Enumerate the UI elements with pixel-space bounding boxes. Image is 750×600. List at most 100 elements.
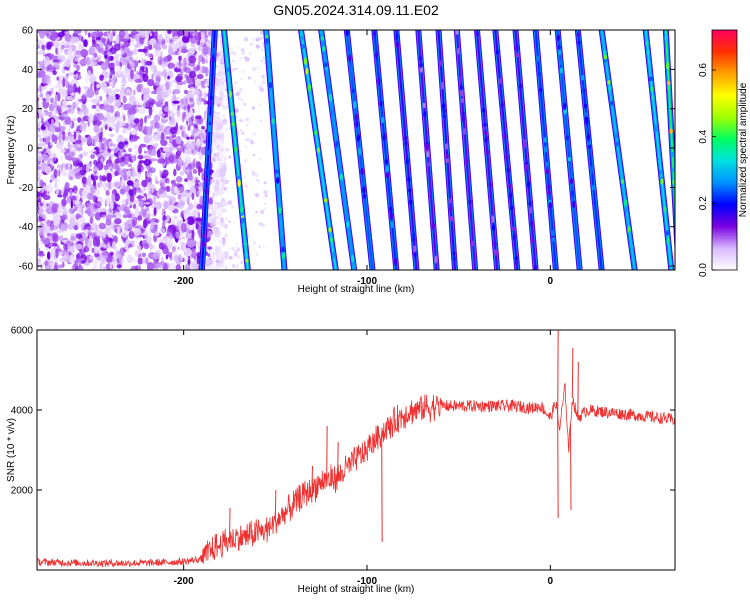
noise-speck xyxy=(96,229,102,236)
ridge-highlight xyxy=(586,133,591,140)
ridge-highlight xyxy=(211,55,215,63)
noise-speck xyxy=(38,250,44,255)
noise-speck xyxy=(75,139,82,144)
noise-speck xyxy=(52,242,58,247)
noise-speck xyxy=(215,179,220,185)
snr-series-line xyxy=(37,383,675,568)
noise-speck xyxy=(69,188,73,198)
noise-speck xyxy=(145,100,154,110)
ridge-highlight xyxy=(384,158,388,165)
noise-speck xyxy=(203,99,207,105)
noise-speck xyxy=(70,264,76,270)
noise-speck xyxy=(109,168,113,172)
noise-speck xyxy=(156,43,163,49)
noise-speck xyxy=(227,200,233,205)
noise-speck xyxy=(159,193,168,199)
noise-speck xyxy=(192,77,196,87)
noise-speck xyxy=(147,79,155,87)
noise-speck xyxy=(38,49,46,56)
noise-speck xyxy=(84,30,88,36)
noise-speck xyxy=(67,85,74,95)
noise-speck xyxy=(111,75,117,85)
noise-speck xyxy=(167,252,174,256)
noise-speck xyxy=(148,106,153,116)
noise-speck xyxy=(160,71,168,77)
ridge-highlight xyxy=(591,184,596,191)
ridge-highlight xyxy=(209,100,213,106)
noise-speck xyxy=(72,157,80,164)
noise-speck xyxy=(157,158,164,164)
noise-speck xyxy=(251,106,255,110)
noise-speck xyxy=(92,39,96,45)
noise-speck xyxy=(244,37,249,42)
noise-speck xyxy=(81,45,84,50)
noise-speck xyxy=(160,63,167,69)
noise-speck xyxy=(201,147,206,156)
noise-speck xyxy=(264,119,267,122)
noise-speck xyxy=(221,71,226,76)
noise-speck xyxy=(228,220,231,224)
ridge-highlight xyxy=(590,166,594,174)
ridge-highlight xyxy=(491,215,495,223)
noise-speck xyxy=(62,69,66,74)
noise-speck xyxy=(182,209,189,215)
noise-speck xyxy=(231,186,234,189)
noise-speck xyxy=(37,226,44,233)
noise-speck xyxy=(239,57,243,60)
noise-speck xyxy=(98,223,107,230)
ridge-highlight xyxy=(651,95,655,100)
noise-speck xyxy=(31,170,37,175)
noise-speck xyxy=(146,262,154,270)
noise-speck xyxy=(214,134,222,139)
ridge-highlight xyxy=(670,151,675,157)
noise-speck xyxy=(160,122,165,127)
noise-speck xyxy=(87,231,93,236)
noise-speck xyxy=(52,233,59,243)
noise-speck xyxy=(177,246,180,251)
noise-speck xyxy=(173,215,178,221)
noise-speck xyxy=(145,205,150,212)
noise-speck xyxy=(260,209,265,215)
noise-speck xyxy=(162,220,166,229)
noise-speck xyxy=(94,139,97,147)
noise-speck xyxy=(129,193,135,203)
ridge-highlight xyxy=(543,137,547,143)
ridge-highlight xyxy=(659,169,663,175)
noise-speck xyxy=(240,77,243,81)
ridge-highlight xyxy=(508,191,513,200)
noise-speck xyxy=(74,172,83,180)
noise-speck xyxy=(63,191,67,200)
ridge-highlight xyxy=(386,171,390,179)
noise-speck xyxy=(224,177,227,179)
ridge-highlight xyxy=(358,150,362,156)
ridge-highlight xyxy=(620,179,625,185)
colorbar-tick-label: 0.0 xyxy=(698,263,709,277)
ridge-highlight xyxy=(572,200,576,209)
noise-speck xyxy=(100,208,107,213)
noise-speck xyxy=(187,239,196,248)
noise-speck xyxy=(103,236,111,244)
ridge-highlight xyxy=(576,30,580,33)
noise-speck xyxy=(255,211,258,214)
ridge-highlight xyxy=(515,259,519,266)
noise-speck xyxy=(75,201,84,208)
noise-speck xyxy=(49,220,55,231)
noise-speck xyxy=(213,231,219,237)
noise-speck xyxy=(58,107,62,114)
noise-speck xyxy=(43,237,51,247)
noise-speck xyxy=(190,249,197,259)
ridge-highlight xyxy=(664,34,668,42)
noise-speck xyxy=(111,155,116,164)
colorbar-tick-label: 0.2 xyxy=(698,196,709,210)
noise-speck xyxy=(93,159,98,166)
ridge-core xyxy=(556,30,581,270)
ridge-highlight xyxy=(455,30,459,35)
noise-speck xyxy=(108,181,111,190)
noise-speck xyxy=(125,90,133,96)
noise-speck xyxy=(41,117,44,125)
noise-speck xyxy=(173,35,180,42)
noise-speck xyxy=(180,48,189,54)
noise-speck xyxy=(127,117,132,123)
noise-speck xyxy=(157,33,163,43)
noise-speck xyxy=(143,135,150,144)
